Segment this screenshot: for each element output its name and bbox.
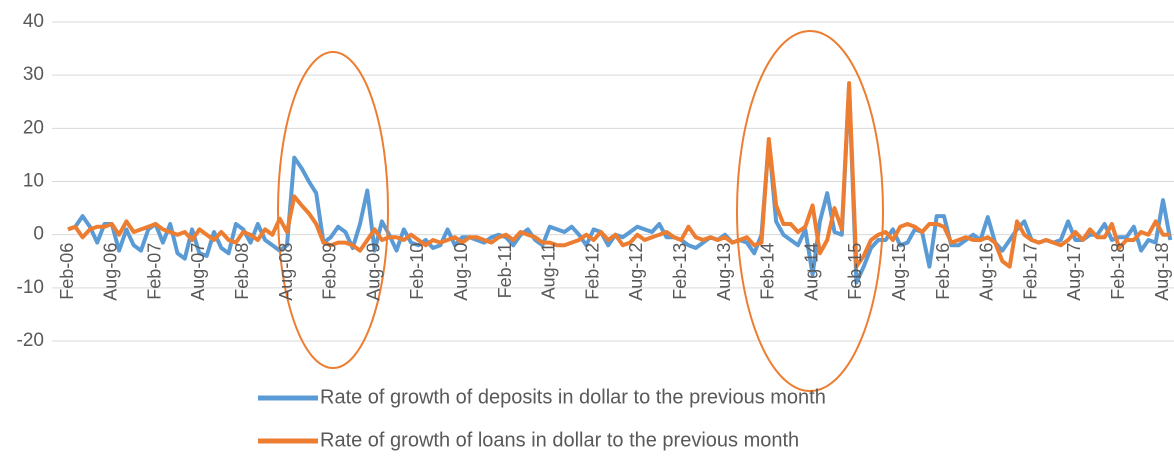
x-tick-label: Aug-07	[188, 243, 208, 301]
x-tick-label: Aug-09	[363, 243, 383, 301]
x-tick-label: Feb-16	[933, 243, 953, 300]
highlight-ellipse	[277, 51, 389, 369]
x-tick-label: Aug-08	[276, 243, 296, 301]
y-tick-label: 20	[23, 117, 44, 138]
x-tick-label: Aug-16	[977, 243, 997, 301]
x-tick-label: Feb-07	[144, 243, 164, 300]
legend-label: Rate of growth of deposits in dollar to …	[320, 386, 826, 408]
x-tick-label: Feb-14	[758, 243, 778, 300]
x-tick-label: Aug-12	[626, 243, 646, 301]
x-tick-label: Feb-09	[320, 243, 340, 300]
y-tick-label: 40	[23, 11, 44, 32]
x-tick-label: Feb-11	[495, 243, 515, 299]
y-tick-label: 30	[23, 64, 44, 85]
x-tick-label: Feb-08	[232, 243, 252, 300]
x-tick-label: Feb-12	[582, 243, 602, 300]
x-tick-label: Aug-18	[1152, 243, 1172, 301]
lines	[67, 81, 1173, 285]
x-tick-label: Aug-15	[889, 243, 909, 301]
legend-label: Rate of growth of loans in dollar to the…	[320, 429, 799, 451]
x-tick-label: Feb-10	[407, 243, 427, 300]
x-tick-label: Aug-14	[801, 243, 821, 301]
y-tick-label: 10	[23, 171, 44, 192]
series-line	[67, 83, 1173, 285]
x-tick-label: Feb-06	[57, 243, 77, 300]
x-tick-label: Aug-17	[1064, 243, 1084, 301]
x-tick-label: Feb-18	[1108, 243, 1128, 300]
y-tick-label: -20	[17, 330, 44, 351]
grid	[52, 21, 1174, 342]
x-tick-label: Aug-11	[539, 243, 559, 300]
x-tick-label: Aug-13	[714, 243, 734, 301]
x-tick-label: Feb-13	[670, 243, 690, 300]
x-tick-label: Feb-17	[1020, 243, 1040, 300]
x-tick-label: Aug-06	[101, 243, 121, 301]
series-line	[67, 81, 1171, 269]
y-tick-label: -10	[17, 277, 44, 298]
x-tick-label: Feb-15	[845, 243, 865, 300]
y-tick-label: 0	[33, 224, 44, 245]
x-tick-label: Aug-10	[451, 243, 471, 301]
highlight-ellipse	[736, 30, 884, 392]
